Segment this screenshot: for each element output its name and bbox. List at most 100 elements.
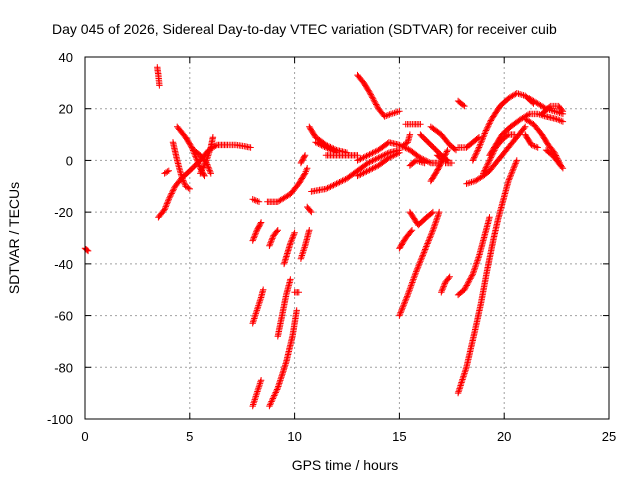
data-point-markers xyxy=(454,214,493,299)
data-point-markers xyxy=(406,157,428,169)
data-series-segment xyxy=(249,196,263,205)
data-series-segment xyxy=(354,71,403,120)
x-tick-label: 10 xyxy=(287,429,301,444)
y-tick-label: 40 xyxy=(59,50,73,65)
grid xyxy=(85,57,609,419)
data-point-markers xyxy=(297,227,313,262)
data-point-markers xyxy=(538,102,567,118)
data-point-markers xyxy=(297,152,309,167)
data-series-segment xyxy=(161,167,172,177)
chart-title: Day 045 of 2026, Sidereal Day-to-day VTE… xyxy=(52,21,557,37)
data-point-markers xyxy=(454,157,520,397)
data-series-segment xyxy=(264,165,311,205)
axis-ticks xyxy=(84,56,610,420)
data-series-segment xyxy=(522,131,541,151)
x-tick-label: 5 xyxy=(186,429,193,444)
data-series-segment xyxy=(280,229,298,268)
data-series-segment xyxy=(81,245,92,255)
data-series-segment xyxy=(454,157,520,397)
data-point-markers xyxy=(406,208,437,229)
data-point-markers xyxy=(396,227,416,252)
y-tick-label: -100 xyxy=(47,412,73,427)
x-tick-label: 15 xyxy=(392,429,406,444)
data-point-markers xyxy=(280,229,298,268)
data-series-segment xyxy=(306,123,351,156)
data-series-segment xyxy=(454,97,468,110)
data-point-markers xyxy=(154,64,163,89)
data-series-segment xyxy=(396,227,416,252)
x-tick-label: 20 xyxy=(497,429,511,444)
data-series-segment xyxy=(400,131,414,149)
data-series-segment xyxy=(406,157,428,169)
data-point-markers xyxy=(304,203,315,216)
data-point-markers xyxy=(522,131,541,151)
data-point-markers xyxy=(469,90,537,164)
data-series-segment xyxy=(538,102,567,118)
x-tick-label: 0 xyxy=(81,429,88,444)
data-point-markers xyxy=(155,141,254,221)
y-tick-label: -20 xyxy=(54,205,73,220)
data-point-markers xyxy=(463,123,529,187)
y-tick-label: -60 xyxy=(54,309,73,324)
data-series-segment xyxy=(442,159,455,167)
data-point-markers xyxy=(454,134,483,151)
y-axis-label: SDTVAR / TECUs xyxy=(6,182,22,294)
data-point-markers xyxy=(249,196,263,205)
data-series-segment xyxy=(433,152,447,164)
data-point-markers xyxy=(274,276,294,340)
data-point-markers xyxy=(308,146,403,195)
y-tick-labels: -100 -80 -60 -40 -20 0 20 40 xyxy=(47,50,73,427)
data-point-markers xyxy=(400,131,414,149)
data-point-markers xyxy=(312,139,340,156)
data-series-segment xyxy=(304,203,315,216)
data-points xyxy=(81,64,567,410)
data-series-segment xyxy=(354,149,403,180)
data-point-markers xyxy=(291,289,302,296)
data-series-segment xyxy=(427,123,460,154)
data-point-markers xyxy=(438,273,453,296)
x-tick-label: 25 xyxy=(602,429,616,444)
data-series-segment xyxy=(249,286,267,327)
data-point-markers xyxy=(161,167,172,177)
data-series-segment xyxy=(297,152,309,167)
data-series-segment xyxy=(396,208,443,319)
plot-frame xyxy=(84,56,610,420)
data-series-segment xyxy=(154,64,163,89)
data-series-segment xyxy=(249,219,265,244)
data-series-segment xyxy=(454,214,493,299)
data-point-markers xyxy=(249,219,265,244)
data-series-segment xyxy=(249,377,265,410)
y-tick-label: 0 xyxy=(66,153,73,168)
y-tick-label: -80 xyxy=(54,360,73,375)
data-point-markers xyxy=(266,227,281,249)
data-point-markers xyxy=(264,165,311,205)
data-point-markers xyxy=(354,149,403,180)
data-point-markers xyxy=(542,146,567,172)
data-series-segment xyxy=(438,273,453,296)
data-point-markers xyxy=(81,245,92,255)
data-series-segment xyxy=(266,307,300,410)
data-point-markers xyxy=(249,377,265,410)
x-tick-labels: 0 5 10 15 20 25 xyxy=(81,429,616,444)
data-series-segment xyxy=(322,152,361,159)
data-point-markers xyxy=(454,97,468,110)
data-series-segment xyxy=(155,141,254,221)
data-point-markers xyxy=(266,307,300,410)
data-series-segment xyxy=(291,289,302,296)
data-point-markers xyxy=(442,159,455,167)
y-tick-label: -40 xyxy=(54,257,73,272)
data-point-markers xyxy=(402,121,424,128)
data-point-markers xyxy=(322,152,361,159)
data-series-segment xyxy=(402,121,424,128)
data-point-markers xyxy=(169,139,193,193)
data-series-segment xyxy=(454,134,483,151)
data-series-segment xyxy=(197,134,217,177)
x-axis-label: GPS time / hours xyxy=(292,457,399,473)
data-series-segment xyxy=(169,139,193,193)
data-series-segment xyxy=(406,208,437,229)
data-point-markers xyxy=(197,134,217,177)
data-point-markers xyxy=(306,123,351,156)
data-point-markers xyxy=(396,208,443,319)
data-series-segment xyxy=(266,227,281,249)
